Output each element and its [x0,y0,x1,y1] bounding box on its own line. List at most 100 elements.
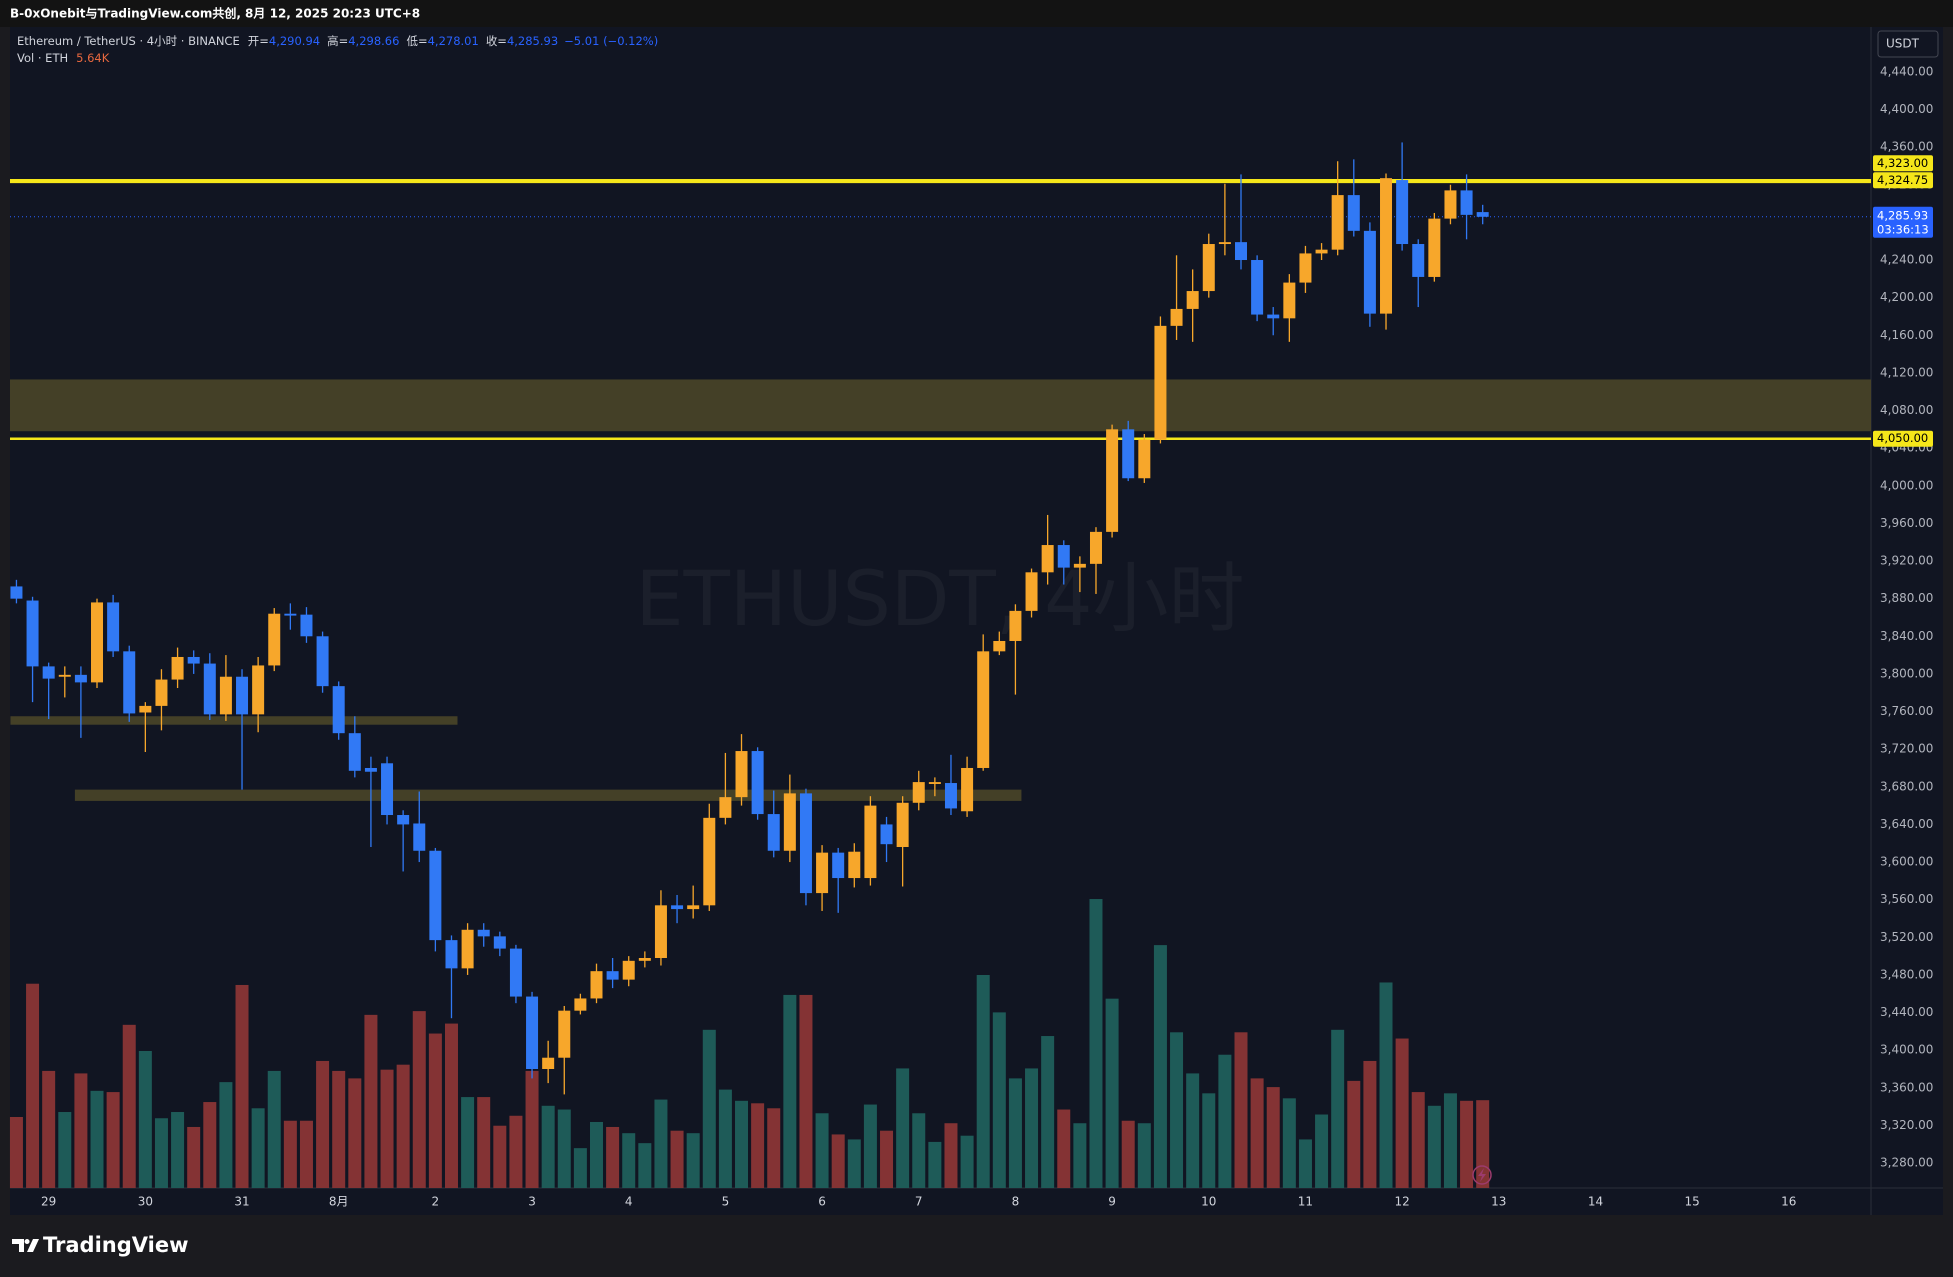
volume-bar [1347,1080,1361,1188]
candle-body [944,783,957,809]
volume-bar [1443,1093,1457,1188]
volume-bar [638,1143,652,1188]
volume-bar [1153,945,1167,1188]
zone [10,379,1871,432]
volume-bar [654,1099,668,1188]
volume-bar [541,1105,555,1188]
y-tick-label: 3,720.00 [1880,742,1933,756]
candle-body [123,651,136,714]
volume-bar [606,1126,620,1188]
volume-bar [493,1125,507,1188]
volume-bar [380,1069,394,1188]
volume-bar [622,1133,636,1188]
candle-body [1202,244,1215,292]
volume-bar [783,994,797,1188]
volume-bar [944,1123,958,1188]
volume-bar [960,1135,974,1188]
volume-bar [831,1134,845,1188]
candle-body [107,602,120,652]
candle-body [590,971,603,999]
volume-bar [396,1064,410,1188]
candle-body [477,929,490,937]
volume-bar [122,1024,136,1188]
x-tick-label: 2 [432,1195,440,1209]
y-tick-label: 4,000.00 [1880,478,1933,492]
legend-key: 低= [406,34,427,48]
countdown-label: 03:36:13 [1877,222,1929,236]
y-tick-label: 3,840.00 [1880,629,1933,643]
volume-bar [461,1097,475,1188]
candle-body [300,614,313,637]
candle-body [1476,212,1489,217]
lightning-bolt[interactable] [1478,1168,1486,1182]
legend-key: 高= [327,34,348,48]
candle-body [1234,242,1247,261]
candle-body [526,996,539,1070]
volume-bar [42,1070,56,1188]
volume-bar [1460,1100,1474,1188]
volume-bar [1250,1078,1264,1188]
candle-body [155,679,168,706]
candle-body [139,705,152,713]
volume-bar [1202,1093,1216,1188]
candle-body [896,802,909,847]
candle-body [1154,325,1167,440]
hline-label: 4,050.00 [1877,431,1928,445]
lightning-circle[interactable] [1472,1165,1492,1185]
volume-bar [1395,1038,1409,1188]
y-tick-label: 3,800.00 [1880,666,1933,680]
candle-body [751,751,764,815]
volume-bar [235,984,249,1188]
volume-bar [912,1113,926,1188]
volume-bar [863,1104,877,1188]
candle-body [348,733,361,771]
x-tick-label: 8 [1012,1195,1020,1209]
hline-label-box [1873,430,1933,447]
lightning-icon[interactable] [1472,1165,1492,1185]
volume-bar [686,1133,700,1188]
brand-name: TradingView [43,1233,188,1257]
y-tick-label: 3,560.00 [1880,892,1933,906]
y-tick-label: 4,120.00 [1880,365,1933,379]
header-title: B-0xOnebit与TradingView.com共创, 8月 12, 202… [10,6,420,21]
candle-body [1025,572,1038,611]
candle-body [397,815,410,825]
volume-bar [9,1117,23,1188]
candle-body [735,751,748,798]
candle-body [654,905,667,959]
candle-body [445,940,458,969]
legend-key: 开= [248,34,269,48]
candle-body [1186,291,1199,309]
volume-bar [1218,1054,1232,1188]
x-tick-label: 7 [915,1195,923,1209]
zone [10,716,458,725]
y-tick-label: 3,320.00 [1880,1118,1933,1132]
x-tick-label: 14 [1588,1195,1603,1209]
candle-body [26,600,39,667]
hline-label: 4,324.75 [1877,173,1928,187]
volume-bar [74,1073,88,1188]
y-tick-label: 4,160.00 [1880,328,1933,342]
volume-bar [847,1139,861,1188]
candle-body [864,805,877,879]
x-tick-label: 30 [138,1195,153,1209]
volume-bar [428,1033,442,1188]
volume-bar [1427,1105,1441,1188]
brand-logo [12,1239,39,1252]
volume-bar [767,1108,781,1188]
candle-body [816,852,829,894]
candle-body [1444,190,1457,219]
candle-body [364,767,377,772]
x-tick-label: 15 [1685,1195,1700,1209]
y-tick-label: 3,640.00 [1880,817,1933,831]
volume-bar [90,1090,104,1188]
volume-bar [1073,1123,1087,1188]
y-tick-label: 3,400.00 [1880,1043,1933,1057]
y-tick-label: 3,880.00 [1880,591,1933,605]
candle-body [509,948,522,997]
candle-body [252,665,265,715]
volume-bar [477,1097,491,1188]
x-tick-label: 3 [528,1195,536,1209]
volume-bar [525,1070,539,1188]
volume-bar [1411,1092,1425,1188]
